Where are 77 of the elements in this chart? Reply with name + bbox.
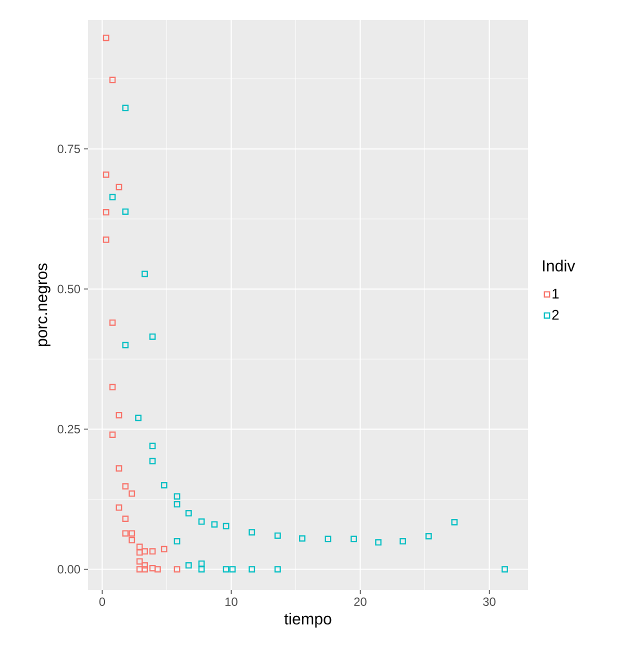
point <box>102 171 110 178</box>
point <box>122 483 129 490</box>
point <box>122 530 129 537</box>
point <box>211 521 218 528</box>
point <box>116 465 122 472</box>
point <box>116 504 122 511</box>
point <box>425 533 432 540</box>
point <box>142 270 148 278</box>
x-tick-label: 20 <box>354 598 366 606</box>
point <box>136 544 143 550</box>
point <box>116 184 122 190</box>
point <box>142 548 148 555</box>
point <box>109 76 116 84</box>
point <box>174 538 180 544</box>
point <box>174 501 180 508</box>
point <box>174 493 180 500</box>
x-axis-title: tiempo <box>284 612 332 628</box>
point <box>109 319 116 326</box>
point <box>400 538 406 544</box>
legend-label: 2 <box>552 310 559 320</box>
point <box>274 532 281 539</box>
x-tick-label: 0 <box>99 598 106 606</box>
point <box>102 209 110 216</box>
point <box>102 34 110 42</box>
point <box>128 490 136 497</box>
point <box>149 548 156 555</box>
point <box>324 536 332 542</box>
point <box>122 342 129 348</box>
point <box>142 562 148 569</box>
point <box>198 566 205 572</box>
point <box>135 414 142 422</box>
point <box>174 566 180 572</box>
point <box>128 530 136 537</box>
point <box>149 442 156 450</box>
point <box>154 566 161 572</box>
point <box>222 522 230 530</box>
point <box>109 194 116 200</box>
point <box>136 549 143 556</box>
point <box>142 566 148 572</box>
y-axis-title: porc.negros <box>38 264 50 346</box>
point <box>122 516 129 522</box>
point <box>136 558 143 565</box>
point <box>116 412 122 418</box>
point <box>109 432 116 438</box>
point <box>160 482 168 488</box>
point <box>274 566 281 572</box>
point <box>299 535 306 542</box>
point <box>160 546 168 552</box>
point <box>248 529 256 536</box>
point <box>229 566 236 572</box>
y-tick-label: 0.75 <box>58 144 80 154</box>
y-tick-label: 0.25 <box>58 424 80 434</box>
point <box>122 208 129 215</box>
point <box>451 518 458 526</box>
point <box>198 518 205 525</box>
x-tick-label: 30 <box>483 598 496 606</box>
x-tick-label: 10 <box>225 598 238 606</box>
point <box>122 104 129 112</box>
point <box>375 539 382 546</box>
point <box>248 566 256 572</box>
point <box>149 564 156 572</box>
point <box>350 536 357 542</box>
point <box>149 458 156 464</box>
point <box>102 236 110 243</box>
point <box>185 510 192 516</box>
legend-label: 1 <box>552 288 559 298</box>
y-tick-label: 0.50 <box>58 284 80 294</box>
point <box>109 384 116 390</box>
point <box>502 566 508 572</box>
y-tick-label: 0.00 <box>58 565 80 574</box>
point <box>222 566 230 572</box>
point <box>185 562 192 569</box>
point <box>198 560 205 567</box>
legend-title: Indiv <box>542 260 576 272</box>
point <box>149 333 156 340</box>
point <box>128 536 136 544</box>
point <box>136 566 143 572</box>
